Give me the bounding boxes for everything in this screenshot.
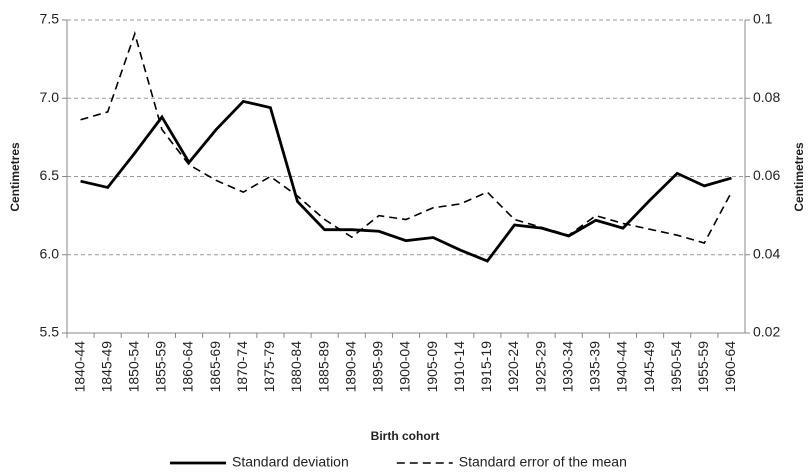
x-tick-label: 1895-99 bbox=[370, 341, 386, 393]
x-tick-label: 1840-44 bbox=[71, 341, 87, 393]
x-tick-label: 1855-59 bbox=[153, 341, 169, 393]
y2-tick-label: 0.06 bbox=[753, 167, 780, 183]
x-tick-label: 1880-84 bbox=[288, 341, 304, 393]
data-line bbox=[80, 99, 732, 263]
legend-label: Standard deviation bbox=[232, 454, 349, 470]
y-tick-label: 7.5 bbox=[40, 11, 60, 27]
x-tick-label: 1945-49 bbox=[641, 341, 657, 393]
x-tick-label: 1870-74 bbox=[234, 341, 250, 393]
x-tick-label: 1920-24 bbox=[505, 341, 521, 393]
x-tick-label: 1850-54 bbox=[126, 341, 142, 393]
y2-tick-label: 0.02 bbox=[753, 324, 780, 340]
legend-label: Standard error of the mean bbox=[459, 454, 627, 470]
x-tick-label: 1885-89 bbox=[315, 341, 331, 393]
x-tick-label: 1915-19 bbox=[478, 341, 494, 393]
x-tick-label: 1910-14 bbox=[451, 341, 467, 393]
data-line bbox=[80, 31, 733, 244]
y2-axis-label: Centimetres bbox=[792, 142, 806, 212]
y-tick-label: 6.0 bbox=[40, 245, 60, 261]
x-tick-label: 1930-34 bbox=[559, 341, 575, 393]
x-tick-label: 1845-49 bbox=[98, 341, 114, 393]
x-tick-label: 1955-59 bbox=[695, 341, 711, 393]
x-tick-label: 1925-29 bbox=[532, 341, 548, 393]
y2-tick-label: 0.1 bbox=[753, 11, 773, 27]
x-tick-label: 1960-64 bbox=[722, 341, 738, 393]
x-tick-label: 1935-39 bbox=[587, 341, 603, 393]
y-axis-label: Centimetres bbox=[8, 142, 22, 212]
x-tick-label: 1900-04 bbox=[397, 341, 413, 393]
x-tick-label: 1865-69 bbox=[207, 341, 223, 393]
y-tick-label: 7.0 bbox=[40, 89, 60, 105]
x-axis-label: Birth cohort bbox=[371, 429, 440, 443]
y2-tick-label: 0.08 bbox=[753, 89, 780, 105]
y-tick-label: 6.5 bbox=[40, 167, 60, 183]
x-tick-label: 1875-79 bbox=[261, 341, 277, 393]
x-tick-label: 1950-54 bbox=[668, 341, 684, 393]
x-tick-label: 1860-64 bbox=[180, 341, 196, 393]
x-tick-label: 1940-44 bbox=[614, 341, 630, 393]
x-tick-label: 1905-09 bbox=[424, 341, 440, 393]
x-tick-label: 1890-94 bbox=[342, 341, 358, 393]
y2-tick-label: 0.04 bbox=[753, 245, 780, 261]
y-tick-label: 5.5 bbox=[40, 324, 60, 340]
